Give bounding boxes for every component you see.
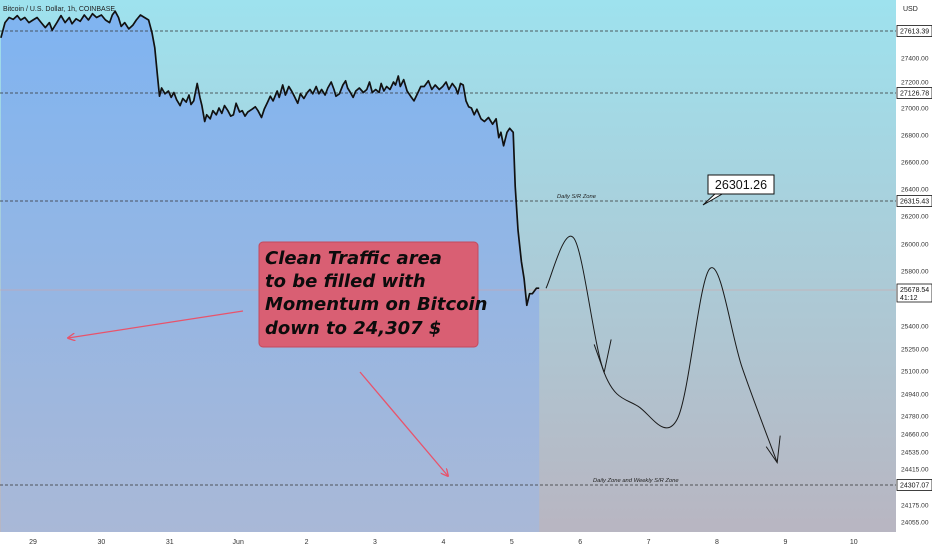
price-tick-8: 25800.00 <box>901 269 929 276</box>
price-callout[interactable]: 26301.26 <box>702 174 775 206</box>
level-labels-layer: 27613.39 27126.78 26315.43 24307.07 <box>896 25 932 491</box>
note-box-background <box>258 241 479 348</box>
zone-label-3: Daily Zone and Weekly S/R Zone <box>593 478 679 484</box>
callout-pointer <box>702 192 725 206</box>
time-tick-0: 29 <box>29 539 37 546</box>
price-tick-3: 26800.00 <box>901 133 929 140</box>
projection-arrowhead-1 <box>593 339 612 375</box>
time-tick-6: 4 <box>441 539 445 546</box>
level-label-3: 24307.07 <box>900 483 929 490</box>
price-tick-11: 25100.00 <box>901 369 929 376</box>
zone-label-2: Daily S/R Zone <box>557 194 597 200</box>
price-tick-5: 26400.00 <box>901 187 929 194</box>
time-tick-layer: 29 30 31 Jun 2 3 4 5 6 7 8 9 10 <box>29 539 858 546</box>
price-tick-17: 24175.00 <box>901 503 929 510</box>
level-label-1: 27126.78 <box>900 91 929 98</box>
price-tick-14: 24660.00 <box>901 432 929 439</box>
time-tick-9: 7 <box>647 539 651 546</box>
time-axis-background <box>0 532 896 550</box>
time-axis[interactable]: 29 30 31 Jun 2 3 4 5 6 7 8 9 10 <box>0 532 896 550</box>
projection-arrowhead-2 <box>765 435 781 465</box>
price-tick-18: 24055.00 <box>901 520 929 527</box>
time-tick-2: 31 <box>166 539 174 546</box>
level-label-box-2 <box>896 195 932 207</box>
price-tick-2: 27000.00 <box>901 106 929 113</box>
price-tick-6: 26200.00 <box>901 214 929 221</box>
level-label-2: 26315.43 <box>900 199 929 206</box>
price-tick-16: 24415.00 <box>901 467 929 474</box>
price-tick-7: 26000.00 <box>901 242 929 249</box>
current-price-value: 25678.54 <box>900 287 929 294</box>
level-label-box-0 <box>896 25 932 37</box>
callout-box <box>707 174 775 195</box>
time-tick-8: 6 <box>578 539 582 546</box>
time-tick-11: 9 <box>783 539 787 546</box>
projection-layer <box>545 235 781 465</box>
symbol-title: Bitcoin / U.S. Dollar, 1h, COINBASE <box>3 6 115 13</box>
current-price-marker: 25678.54 41:12 <box>896 283 932 303</box>
price-tick-15: 24535.00 <box>901 450 929 457</box>
price-tick-13: 24780.00 <box>901 414 929 421</box>
time-tick-7: 5 <box>510 539 514 546</box>
time-tick-10: 8 <box>715 539 719 546</box>
note-line-2: to be filled with <box>265 271 426 292</box>
down-red-arrow[interactable] <box>359 371 448 476</box>
price-tick-4: 26600.00 <box>901 160 929 167</box>
time-tick-3: Jun <box>233 539 244 546</box>
currency-label: USD <box>903 6 918 13</box>
price-tick-12: 24940.00 <box>901 392 929 399</box>
price-scale[interactable]: USD 27400.00 27200.00 27000.00 26800.00 2660… <box>896 0 932 550</box>
time-tick-12: 10 <box>850 539 858 546</box>
price-line <box>0 10 540 307</box>
price-tick-1: 27200.00 <box>901 80 929 87</box>
current-price-countdown: 41:12 <box>900 295 918 302</box>
note-box[interactable]: Clean Traffic area to be filled with Mom… <box>258 241 487 348</box>
time-tick-4: 2 <box>305 539 309 546</box>
price-tick-0: 27400.00 <box>901 56 929 63</box>
note-line-4: down to 24,307 $ <box>265 318 441 339</box>
price-tick-layer: 27400.00 27200.00 27000.00 26800.00 26600.00… <box>901 56 929 527</box>
left-red-arrow[interactable] <box>68 310 244 338</box>
price-tick-9: 25400.00 <box>901 324 929 331</box>
projection-curve[interactable] <box>545 235 778 463</box>
level-label-box-1 <box>896 87 932 99</box>
time-tick-5: 3 <box>373 539 377 546</box>
time-tick-1: 30 <box>98 539 106 546</box>
note-line-3: Momentum on Bitcoin <box>265 294 487 315</box>
price-tick-10: 25250.00 <box>901 347 929 354</box>
level-label-0: 27613.39 <box>900 29 929 36</box>
note-line-1: Clean Traffic area <box>265 248 442 269</box>
callout-value: 26301.26 <box>715 178 767 192</box>
level-label-box-3 <box>896 479 932 491</box>
price-line-layer <box>0 10 540 307</box>
current-price-box <box>896 283 932 303</box>
